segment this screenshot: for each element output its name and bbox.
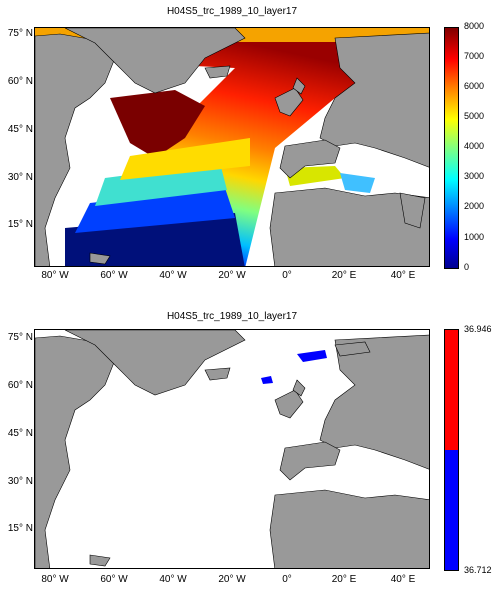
top-lat-label-75n: 75° N xyxy=(7,28,33,39)
bottom-lat-label-45n: 45° N xyxy=(7,428,33,439)
bottom-panel-title: H04S5_trc_1989_10_layer17 xyxy=(166,311,298,322)
top-colorbar-tick-8000: 8000 xyxy=(464,21,485,31)
top-colorbar-tick-1000: 1000 xyxy=(464,232,485,242)
top-lat-label-60n: 60° N xyxy=(7,76,33,87)
top-map-svg xyxy=(35,28,429,266)
bottom-colorbar-tick-max: 36.946 xyxy=(464,324,492,334)
top-land xyxy=(35,28,429,266)
bottom-low-value-patches xyxy=(261,350,327,384)
top-lat-label-30n: 30° N xyxy=(7,172,33,183)
top-colorbar-tick-3000: 3000 xyxy=(464,171,485,181)
top-lat-label-15n: 15° N xyxy=(7,219,33,230)
top-colorbar-tick-5000: 5000 xyxy=(464,111,485,121)
top-lat-label-45n: 45° N xyxy=(7,124,33,135)
top-lon-label-20w: 20° W xyxy=(218,270,246,281)
bottom-lat-label-75n: 75° N xyxy=(7,332,33,343)
bottom-lon-label-80w: 80° W xyxy=(41,574,69,585)
top-lon-label-0: 0° xyxy=(282,270,292,281)
top-lon-label-40e: 40° E xyxy=(390,270,416,281)
bottom-map xyxy=(34,329,430,569)
top-colorbar-tick-2000: 2000 xyxy=(464,201,485,211)
top-colorbar-tick-4000: 4000 xyxy=(464,141,485,151)
bottom-lon-label-40e: 40° E xyxy=(390,574,416,585)
bottom-lat-label-15n: 15° N xyxy=(7,523,33,534)
top-map xyxy=(34,27,430,267)
bottom-lat-label-30n: 30° N xyxy=(7,476,33,487)
top-panel-title: H04S5_trc_1989_10_layer17 xyxy=(166,6,298,17)
top-colorbar-tick-0: 0 xyxy=(464,262,470,272)
top-colorbar-tick-6000: 6000 xyxy=(464,81,485,91)
bottom-lon-label-60w: 60° W xyxy=(100,574,128,585)
top-lon-label-40w: 40° W xyxy=(159,270,187,281)
bottom-lat-label-60n: 60° N xyxy=(7,380,33,391)
bottom-lon-label-0: 0° xyxy=(282,574,292,585)
bottom-colorbar-tick-min: 36.712 xyxy=(464,565,492,575)
top-lon-label-20e: 20° E xyxy=(331,270,357,281)
bottom-colorbar xyxy=(444,329,459,571)
bottom-lon-label-20e: 20° E xyxy=(331,574,357,585)
bottom-lon-label-20w: 20° W xyxy=(218,574,246,585)
top-lon-label-80w: 80° W xyxy=(41,270,69,281)
top-colorbar-tick-7000: 7000 xyxy=(464,51,485,61)
bottom-map-svg xyxy=(35,330,429,568)
bottom-lon-label-40w: 40° W xyxy=(159,574,187,585)
bottom-land xyxy=(35,330,429,568)
top-colorbar xyxy=(444,27,459,269)
top-lon-label-60w: 60° W xyxy=(100,270,128,281)
